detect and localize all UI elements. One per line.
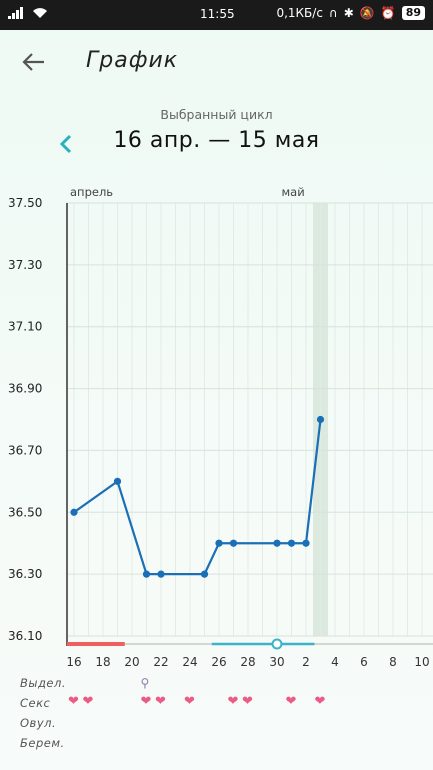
heart-icon[interactable]: ❤ <box>314 694 326 709</box>
arrow-left-icon <box>22 53 44 71</box>
heart-icon[interactable]: ❤ <box>68 694 79 709</box>
x-tick-label: 4 <box>331 655 339 669</box>
x-tick-label: 22 <box>153 655 168 669</box>
y-tick-label: 37.10 <box>8 320 42 334</box>
bluetooth-icon: ✱ <box>343 6 354 20</box>
y-tick-label: 37.30 <box>8 258 42 272</box>
y-tick-label: 36.10 <box>8 629 42 643</box>
y-tick-label: 36.70 <box>8 443 42 457</box>
temperature-point[interactable] <box>113 477 122 485</box>
row-label-pregnancy: Берем. <box>20 736 65 750</box>
y-tick-label: 36.30 <box>8 567 42 581</box>
temperature-point[interactable] <box>70 508 78 516</box>
headphones-icon: ∩ <box>328 6 338 20</box>
cycle-range: 16 апр. — 15 мая <box>113 128 320 153</box>
status-left <box>8 7 48 19</box>
heart-icon[interactable]: ❤ <box>227 694 239 709</box>
temperature-point[interactable] <box>142 570 151 578</box>
temperature-point[interactable] <box>287 539 296 547</box>
status-bar: 11:55 0,1КБ/с ∩ ✱ 🔕 ⏰ 89 <box>0 0 433 30</box>
row-label-sex: Секс <box>20 696 51 710</box>
temperature-point[interactable] <box>302 539 310 547</box>
network-speed: 0,1КБ/с <box>276 6 323 20</box>
x-tick-label: 10 <box>414 655 429 669</box>
x-tick-label: 6 <box>360 655 368 669</box>
chevron-left-icon <box>59 134 72 154</box>
temperature-point[interactable] <box>229 539 238 547</box>
y-tick-label: 36.50 <box>8 505 42 519</box>
x-tick-label: 18 <box>95 655 110 669</box>
drop-icon[interactable]: ⚲ <box>140 676 150 690</box>
temperature-chart: 37.50 37.30 37.10 36.90 36.70 36.50 36.30 36.10… <box>8 185 433 669</box>
y-tick-label: 36.90 <box>8 382 42 396</box>
month-label: апрель <box>70 185 113 199</box>
wifi-icon <box>33 8 47 18</box>
back-button[interactable] <box>18 48 50 76</box>
x-tick-label: 26 <box>211 655 226 669</box>
temperature-line <box>73 419 322 576</box>
heart-icon[interactable]: ❤ <box>155 694 166 709</box>
battery-icon: 89 <box>401 6 425 20</box>
temperature-point[interactable] <box>157 570 165 578</box>
previous-cycle-button[interactable] <box>54 130 78 158</box>
mute-icon: 🔕 <box>359 6 375 20</box>
temperature-point[interactable] <box>316 415 325 424</box>
cycle-label: Выбранный цикл <box>160 107 273 122</box>
x-tick-label: 30 <box>269 655 284 669</box>
ovulation-marker[interactable] <box>271 638 283 650</box>
temperature-point[interactable] <box>200 570 209 578</box>
heart-icon[interactable]: ❤ <box>140 694 152 709</box>
heart-icon[interactable]: ❤ <box>242 694 253 709</box>
month-label: май <box>282 185 305 199</box>
row-label-ovulation: Овул. <box>20 716 57 730</box>
alarm-icon: ⏰ <box>380 6 396 20</box>
app-bar: График <box>0 30 433 94</box>
heart-icon[interactable]: ❤ <box>285 694 297 709</box>
heart-icon[interactable]: ❤ <box>82 694 94 709</box>
signal-icon <box>8 7 23 19</box>
y-tick-label: 37.50 <box>8 196 42 210</box>
x-tick-label: 28 <box>240 655 255 669</box>
row-label-discharge: Выдел. <box>20 676 67 690</box>
x-tick-label: 24 <box>182 655 197 669</box>
x-tick-label: 20 <box>124 655 139 669</box>
status-time: 11:55 <box>200 7 235 21</box>
temperature-point[interactable] <box>273 539 281 547</box>
x-tick-label: 16 <box>66 655 81 669</box>
x-tick-label: 8 <box>389 655 397 669</box>
heart-icon[interactable]: ❤ <box>184 694 195 709</box>
page-title: График <box>86 48 179 73</box>
status-right: 0,1КБ/с ∩ ✱ 🔕 ⏰ 89 <box>276 6 425 20</box>
temperature-point[interactable] <box>215 539 223 547</box>
x-tick-label: 2 <box>302 655 310 669</box>
